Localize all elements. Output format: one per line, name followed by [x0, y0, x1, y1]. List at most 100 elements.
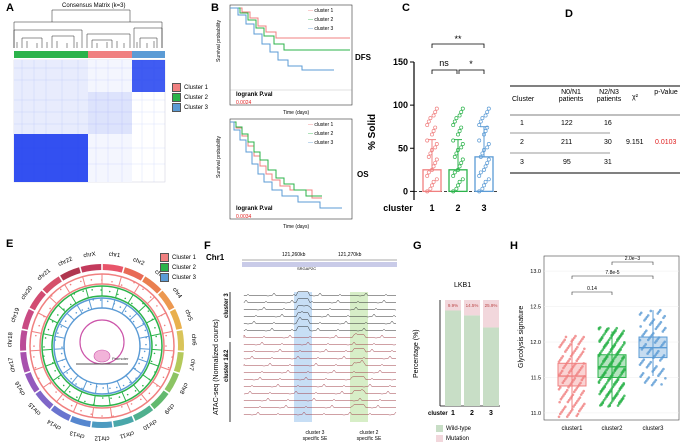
a-legend-cluster1: Cluster 1 — [172, 83, 208, 92]
h-point — [575, 359, 579, 363]
circos-divider — [139, 335, 150, 339]
glycolysis-boxplot: 11.0 11.5 12.0 12.5 13.0 cluster1 cluster2 clus… — [530, 255, 680, 432]
circos-point — [141, 356, 144, 359]
circos-point — [62, 384, 65, 387]
d-chi-value: 9.151 — [626, 139, 644, 146]
circos-point — [60, 325, 63, 328]
h-point — [577, 355, 581, 359]
h-point — [573, 403, 577, 407]
circos-point — [131, 302, 133, 305]
circos-point — [50, 295, 53, 297]
h-point — [573, 349, 577, 353]
g-xtick-label: 1 — [451, 410, 455, 417]
h-point — [567, 398, 571, 402]
f-highlight-cluster2 — [350, 292, 368, 422]
c-point — [430, 148, 434, 152]
circos-point — [121, 406, 123, 408]
km-os-xlabel: Time (days) — [283, 224, 310, 230]
circos-divider — [127, 294, 134, 304]
circos-divider — [126, 402, 132, 413]
circos-divider — [146, 317, 156, 324]
circos-point — [150, 360, 153, 363]
h-point — [576, 399, 579, 403]
circos-point — [101, 279, 103, 281]
c-point — [456, 167, 460, 172]
panel-b-label: B — [211, 2, 219, 14]
circos-divider — [31, 330, 42, 334]
h-point — [657, 374, 660, 378]
g-bar-wildtype — [445, 310, 461, 406]
circos-divider — [62, 367, 72, 375]
km-os-pval: 0.0034 — [236, 214, 252, 220]
circos-chrom-label: chr20 — [21, 285, 35, 301]
h-point — [559, 343, 563, 347]
circos-point — [100, 289, 102, 291]
circos-point — [144, 329, 147, 332]
c-point — [430, 167, 434, 172]
e-legend-cluster2: Cluster 2 — [160, 263, 196, 272]
circos-divider — [54, 335, 65, 339]
h-point — [577, 409, 581, 413]
circos-center-text: Promoter — [112, 356, 129, 361]
h-point — [569, 369, 572, 373]
c-point — [425, 123, 430, 127]
c-point — [459, 125, 464, 130]
c-ytick-label: 0 — [403, 186, 408, 196]
c-point — [457, 129, 462, 133]
h-xtick-label: cluster1 — [561, 426, 583, 432]
d-header-p: p-Value — [654, 89, 678, 96]
consensus-title: Consensus Matrix (k=3) — [62, 3, 126, 9]
circos-divider — [146, 296, 155, 305]
c-point — [425, 173, 430, 178]
circos-point — [54, 369, 56, 372]
h-point — [598, 404, 602, 407]
c-point — [451, 138, 456, 143]
circos-point — [162, 376, 165, 379]
circos-point — [101, 397, 104, 399]
h-point — [563, 364, 567, 368]
f-track — [243, 348, 396, 353]
panel-d-label: D — [565, 8, 573, 20]
circos-point — [70, 404, 73, 407]
circos-point — [49, 307, 51, 310]
circos-point — [34, 366, 37, 369]
f-track — [243, 311, 397, 318]
d-header-cluster: Cluster — [512, 96, 535, 103]
c-point — [454, 151, 459, 156]
circos-divider — [49, 296, 58, 305]
c-point — [454, 186, 459, 191]
circos-point — [149, 296, 152, 298]
f-track — [243, 326, 396, 332]
h-point — [578, 396, 582, 399]
c-point — [483, 129, 488, 133]
circos-point — [142, 322, 144, 325]
h-point — [564, 350, 567, 353]
c-point — [482, 183, 486, 188]
h-point — [620, 371, 624, 374]
c-point — [451, 123, 456, 127]
circos-chrom-band — [123, 267, 144, 281]
h-point — [662, 316, 665, 320]
c-point — [460, 106, 465, 111]
d-row1-n01: 122 — [561, 120, 573, 127]
h-point — [598, 392, 601, 396]
h-point — [565, 348, 568, 352]
circos-point — [69, 283, 72, 286]
h-point — [580, 378, 584, 382]
h-point — [568, 411, 572, 415]
c-bracket-1-3 — [431, 43, 485, 48]
c-point — [483, 179, 488, 184]
circos-point — [80, 280, 82, 283]
c-point — [486, 141, 491, 146]
c-ytick-label: 100 — [393, 100, 408, 110]
h-point — [562, 379, 566, 383]
c-point — [485, 125, 490, 130]
d-row2-n01: 211 — [561, 139, 573, 146]
h-bracket-1-2-label: 0.14 — [587, 286, 597, 292]
circos-chrom-band — [50, 405, 72, 421]
circos-point — [90, 413, 93, 415]
circos-divider — [82, 276, 86, 287]
circos-point — [75, 383, 77, 385]
circos-point — [143, 350, 146, 353]
circos-point — [153, 352, 156, 355]
